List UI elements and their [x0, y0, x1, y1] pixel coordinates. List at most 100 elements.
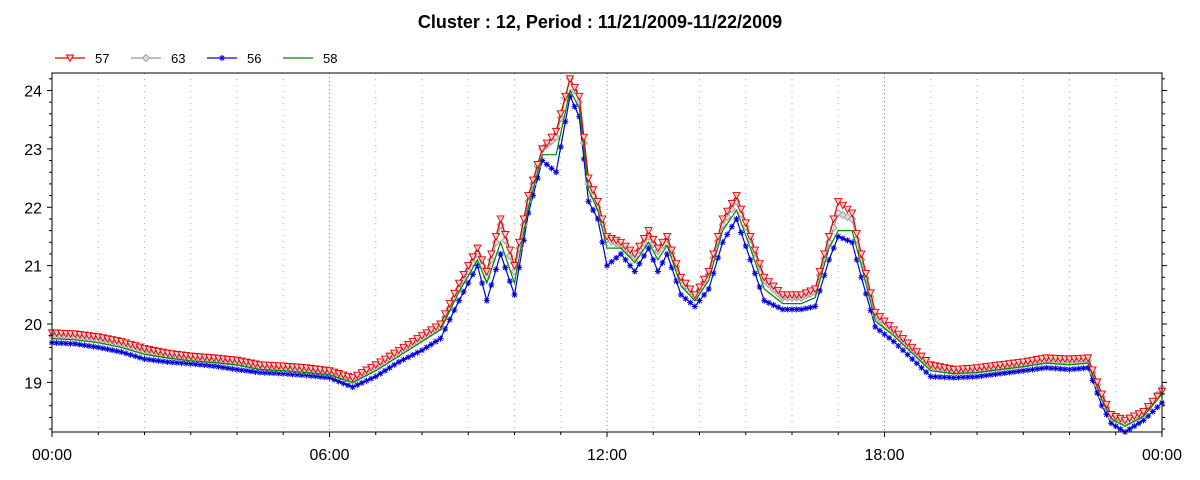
series-marker — [436, 320, 445, 329]
legend-item-63: 63 — [131, 51, 185, 66]
series-marker — [500, 231, 510, 239]
series-marker — [752, 270, 758, 277]
series-marker — [995, 361, 1005, 370]
series-marker — [1153, 392, 1162, 401]
series-marker — [1083, 354, 1093, 363]
series-marker — [491, 232, 501, 241]
series-marker — [428, 341, 435, 348]
series-marker — [113, 348, 120, 355]
series-marker — [234, 366, 240, 373]
series-marker — [81, 342, 88, 349]
series-marker — [696, 297, 703, 304]
series-marker — [201, 362, 208, 369]
series-marker — [1098, 402, 1105, 409]
y-tick-label: 21 — [24, 259, 42, 276]
series-marker — [747, 256, 754, 263]
series-marker — [312, 373, 319, 380]
series-marker — [770, 302, 777, 309]
series-marker — [672, 260, 681, 269]
axes: 00:00 06:00 12:00 18:00 00:00 19 20 21 22 23 24 — [24, 72, 1182, 464]
series-marker — [650, 256, 657, 263]
series-marker — [487, 250, 496, 259]
series-marker — [617, 250, 624, 257]
series-marker — [183, 360, 190, 367]
series-marker — [668, 264, 675, 271]
series-marker — [354, 381, 361, 388]
series-marker — [511, 291, 518, 298]
series-marker — [1061, 366, 1068, 373]
series-marker — [1015, 368, 1022, 375]
series-marker — [608, 258, 615, 265]
series-marker — [1032, 356, 1042, 364]
series-marker — [699, 275, 709, 284]
series-marker — [132, 353, 139, 360]
series-marker — [691, 303, 698, 310]
series-marker — [705, 285, 712, 292]
series-marker — [923, 369, 930, 376]
series-marker — [769, 282, 778, 291]
series-marker — [1006, 369, 1013, 376]
series-marker — [761, 297, 768, 304]
series-marker — [1102, 400, 1111, 409]
series-marker — [903, 339, 912, 348]
series-marker — [1066, 366, 1073, 373]
series-marker — [641, 252, 647, 259]
series-marker — [414, 349, 421, 356]
series-marker — [479, 280, 486, 287]
series-marker — [491, 238, 501, 247]
series-marker — [644, 227, 653, 236]
series-56 — [49, 93, 1165, 435]
series-marker — [710, 270, 717, 277]
series-marker — [372, 373, 379, 380]
series-marker — [571, 103, 578, 110]
series-marker — [243, 367, 250, 374]
series-marker — [964, 374, 971, 381]
series-marker — [459, 270, 468, 279]
series-marker — [570, 84, 579, 93]
series-marker — [983, 372, 990, 379]
series-marker — [224, 365, 231, 372]
series-marker — [977, 363, 986, 372]
series-marker — [713, 232, 723, 241]
series-marker — [348, 374, 357, 383]
series-marker — [829, 215, 838, 224]
series-marker — [631, 268, 638, 275]
series-marker — [801, 289, 811, 298]
series-marker — [715, 254, 721, 261]
series-marker — [1075, 365, 1082, 372]
series-marker — [543, 161, 550, 168]
legend: 57 63 56 58 — [55, 51, 337, 66]
series-marker — [206, 362, 213, 369]
series-marker — [678, 291, 684, 298]
series-marker — [872, 323, 879, 330]
series-marker — [533, 161, 542, 169]
series-marker — [802, 305, 809, 312]
series-marker — [308, 372, 314, 379]
series-marker — [1024, 367, 1031, 374]
series-marker — [386, 364, 393, 371]
series-marker — [627, 262, 634, 269]
series-marker — [950, 374, 957, 381]
series-marker — [932, 373, 939, 380]
series-marker — [150, 357, 157, 364]
series-marker — [468, 253, 478, 262]
series-marker — [682, 295, 689, 302]
series-marker — [709, 250, 718, 259]
series-marker — [90, 343, 97, 350]
series-marker — [377, 370, 384, 377]
series-marker — [192, 361, 199, 368]
series-marker — [889, 326, 899, 335]
series-marker — [210, 363, 217, 370]
series-marker — [317, 373, 324, 380]
series-marker — [987, 371, 994, 378]
x-tick-label: 06:00 — [309, 447, 349, 464]
series-marker — [576, 113, 583, 120]
series-marker — [1135, 420, 1142, 427]
series-marker — [345, 382, 351, 389]
series-marker — [960, 374, 967, 381]
series-marker — [588, 186, 598, 195]
series-marker — [127, 351, 134, 358]
series-marker — [349, 384, 356, 391]
series-marker — [622, 256, 629, 263]
series-marker — [918, 364, 925, 371]
